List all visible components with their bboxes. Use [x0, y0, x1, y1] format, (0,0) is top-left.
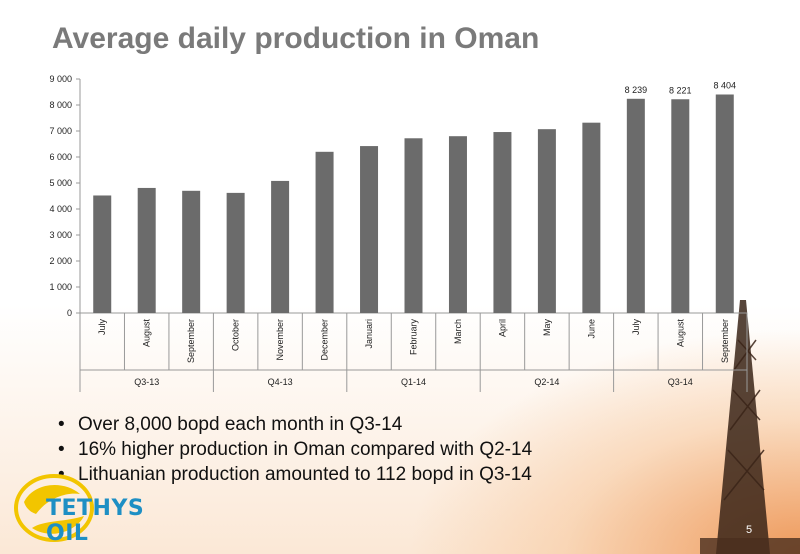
group-label: Q3-14 [668, 377, 693, 387]
bar [182, 190, 201, 313]
y-tick-label: 2 000 [49, 256, 72, 266]
category-label: June [586, 319, 596, 339]
bar [360, 146, 379, 313]
y-tick-label: 1 000 [49, 282, 72, 292]
category-label: April [497, 319, 507, 337]
group-label: Q3-13 [134, 377, 159, 387]
group-label: Q4-13 [268, 377, 293, 387]
bar [404, 138, 423, 313]
y-tick-label: 7 000 [49, 126, 72, 136]
category-label: July [97, 319, 107, 336]
globe-icon [14, 474, 94, 542]
bar [226, 192, 245, 313]
bar [537, 129, 556, 313]
bar [493, 132, 512, 313]
y-tick-label: 3 000 [49, 230, 72, 240]
bar [715, 94, 734, 313]
group-label: Q2-14 [534, 377, 559, 387]
bar [137, 187, 156, 313]
category-label: December [320, 319, 330, 361]
category-label: September [186, 319, 196, 363]
category-label: August [675, 319, 685, 348]
category-label: October [231, 319, 241, 351]
y-tick-label: 6 000 [49, 152, 72, 162]
bullet-item: Lithuanian production amounted to 112 bo… [58, 462, 532, 487]
y-tick-label: 8 000 [49, 100, 72, 110]
y-tick-label: 0 [67, 308, 72, 318]
page-number: 5 [746, 524, 753, 536]
category-label: February [409, 319, 419, 356]
bar [626, 98, 645, 313]
category-label: September [720, 319, 730, 363]
data-label: 8 239 [625, 85, 648, 95]
category-label: March [453, 319, 463, 344]
bar [671, 99, 690, 313]
bullet-list: Over 8,000 bopd each month in Q3-14 16% … [58, 412, 532, 487]
logo-text: TETHYS OIL [46, 496, 145, 546]
bullet-item: 16% higher production in Oman compared w… [58, 437, 532, 462]
category-label: August [142, 319, 152, 348]
bullet-item: Over 8,000 bopd each month in Q3-14 [58, 412, 532, 437]
oil-rig-silhouette [700, 300, 800, 554]
category-label: July [631, 319, 641, 336]
y-tick-label: 4 000 [49, 204, 72, 214]
slide-title: Average daily production in Oman [52, 22, 540, 55]
bar [448, 136, 467, 313]
category-label: November [275, 319, 285, 361]
group-label: Q1-14 [401, 377, 426, 387]
bar [582, 122, 601, 314]
bar [93, 195, 112, 313]
data-label: 8 404 [714, 80, 737, 90]
data-label: 8 221 [669, 85, 692, 95]
production-bar-chart: 0 1 000 2 000 3 000 4 000 5 000 6 000 7 000 8 00… [49, 74, 748, 392]
y-tick-label: 5 000 [49, 178, 72, 188]
tethys-oil-logo: TETHYS OIL [14, 472, 184, 546]
y-tick-label: 9 000 [49, 74, 72, 84]
bar [315, 151, 334, 313]
category-label: May [542, 319, 552, 337]
bar [271, 180, 290, 313]
category-label: Januari [364, 319, 374, 349]
